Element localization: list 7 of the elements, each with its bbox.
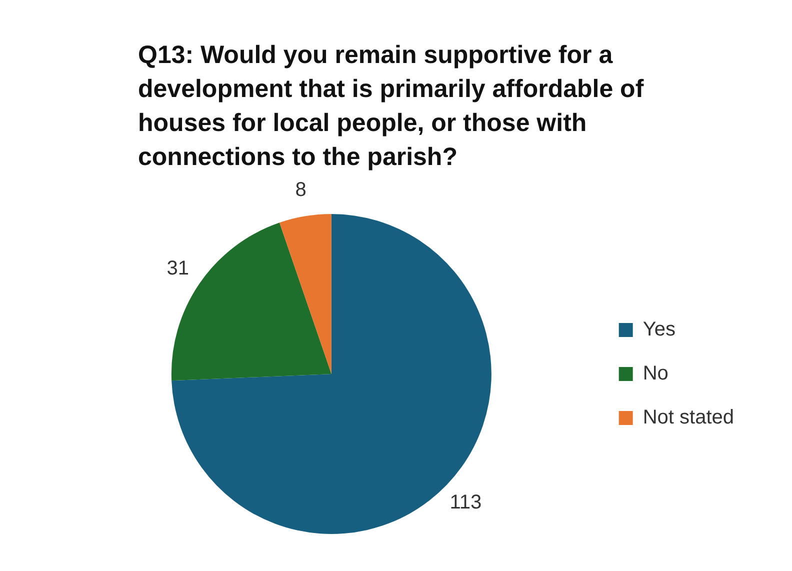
data-label: 31 [166,258,189,280]
chart-title: Q13: Would you remain supportive for a development that is primarily affordable of houses for local people, or those with connections to the parish? [137,40,645,173]
data-label: 8 [295,179,306,202]
legend-label: Not stated [642,406,734,429]
legend-label: Yes [642,318,676,341]
legend-label: No [642,362,668,385]
data-label: 113 [450,491,482,514]
